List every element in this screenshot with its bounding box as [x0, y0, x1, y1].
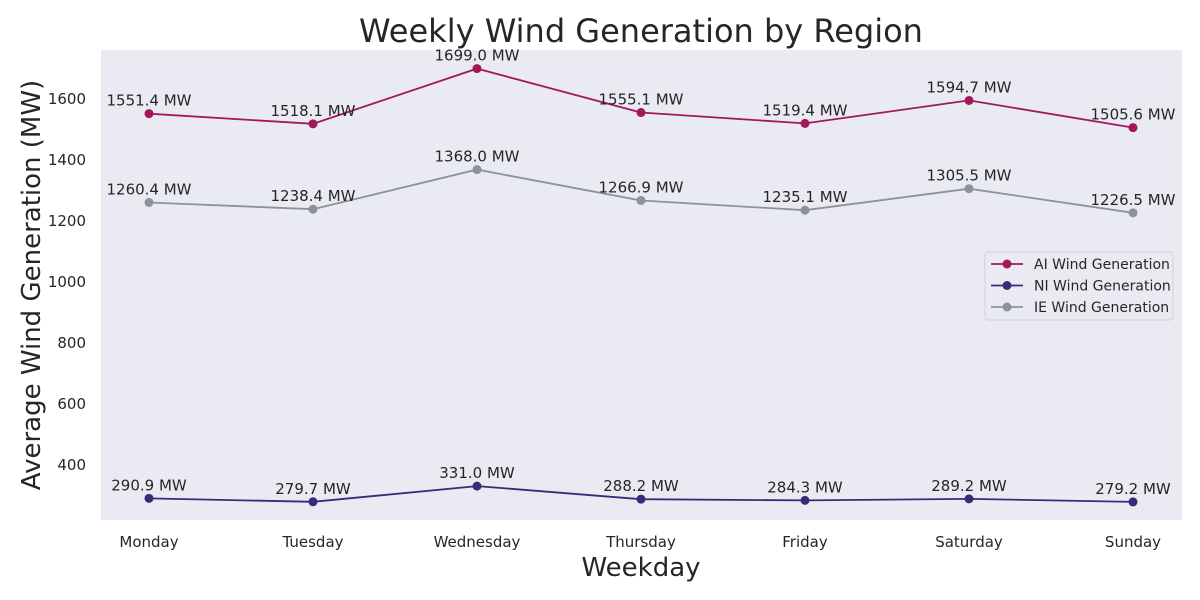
data-point: [1128, 123, 1138, 133]
data-label: 1551.4 MW: [106, 92, 191, 110]
legend: AI Wind Generation NI Wind Generation IE W…: [984, 251, 1174, 321]
data-point: [308, 204, 318, 214]
x-tick-label: Wednesday: [434, 533, 521, 551]
legend-marker: [1002, 302, 1012, 312]
data-label: 290.9 MW: [111, 476, 187, 494]
data-label: 1505.6 MW: [1090, 106, 1175, 124]
data-label: 279.7 MW: [275, 480, 351, 498]
series-layer: [144, 64, 1138, 507]
y-axis-title: Average Wind Generation (MW): [17, 80, 47, 490]
legend-label: IE Wind Generation: [1034, 300, 1169, 316]
data-label: 1260.4 MW: [106, 180, 191, 198]
y-tick-label: 800: [57, 334, 86, 352]
data-point: [144, 109, 154, 119]
data-point: [636, 494, 646, 504]
x-axis-title: Weekday: [581, 553, 700, 583]
y-tick-label: 1000: [48, 273, 86, 291]
data-label: 1226.5 MW: [1090, 191, 1175, 209]
data-point: [472, 64, 482, 74]
x-tick-label: Saturday: [935, 533, 1003, 551]
data-point: [964, 184, 974, 194]
data-label: 1555.1 MW: [598, 91, 683, 109]
data-point: [800, 118, 810, 128]
data-label: 1266.9 MW: [598, 178, 683, 196]
legend-label: AI Wind Generation: [1034, 257, 1170, 273]
x-axis-ticks: Monday Tuesday Wednesday Thursday Friday Satu…: [119, 533, 1161, 551]
data-label: 1305.5 MW: [926, 167, 1011, 185]
data-point: [472, 165, 482, 175]
y-tick-label: 1600: [48, 90, 86, 108]
data-point: [1128, 497, 1138, 507]
x-tick-label: Friday: [782, 533, 828, 551]
legend-label: NI Wind Generation: [1034, 279, 1171, 295]
y-axis-ticks: 400 600 800 1000 1200 1400 1600: [48, 90, 86, 474]
data-label: 1368.0 MW: [434, 148, 519, 166]
data-label: 1699.0 MW: [434, 47, 519, 65]
data-label: 1238.4 MW: [270, 187, 355, 205]
data-label: 288.2 MW: [603, 477, 679, 495]
data-point: [144, 493, 154, 503]
data-point: [308, 119, 318, 129]
legend-box: [984, 251, 1174, 321]
data-point: [800, 205, 810, 215]
y-tick-label: 1400: [48, 151, 86, 169]
data-label: 1519.4 MW: [762, 101, 847, 119]
legend-marker: [1002, 281, 1012, 290]
data-point: [636, 108, 646, 118]
data-label: 284.3 MW: [767, 478, 843, 496]
data-label: 1518.1 MW: [270, 102, 355, 120]
data-point: [144, 197, 154, 207]
data-label: 1594.7 MW: [926, 78, 1011, 96]
data-label: 279.2 MW: [1095, 480, 1171, 498]
data-point: [1128, 208, 1138, 218]
data-point: [964, 95, 974, 105]
x-tick-label: Thursday: [605, 533, 676, 551]
x-tick-label: Tuesday: [281, 533, 343, 551]
x-tick-label: Monday: [119, 533, 178, 551]
data-label: 331.0 MW: [439, 464, 515, 482]
chart-title: Weekly Wind Generation by Region: [359, 12, 923, 50]
data-point: [800, 495, 810, 505]
y-tick-label: 400: [57, 456, 86, 474]
data-label: 1235.1 MW: [762, 188, 847, 206]
x-tick-label: Sunday: [1105, 533, 1161, 551]
legend-marker: [1002, 259, 1012, 269]
data-labels: 1551.4 MW 1518.1 MW 1699.0 MW 1555.1 MW 1519…: [106, 47, 1175, 498]
data-point: [964, 494, 974, 504]
data-label: 289.2 MW: [931, 477, 1007, 495]
y-tick-label: 600: [57, 395, 86, 413]
y-tick-label: 1200: [48, 212, 86, 230]
data-point: [472, 481, 482, 491]
data-point: [636, 195, 646, 205]
data-point: [308, 497, 318, 507]
